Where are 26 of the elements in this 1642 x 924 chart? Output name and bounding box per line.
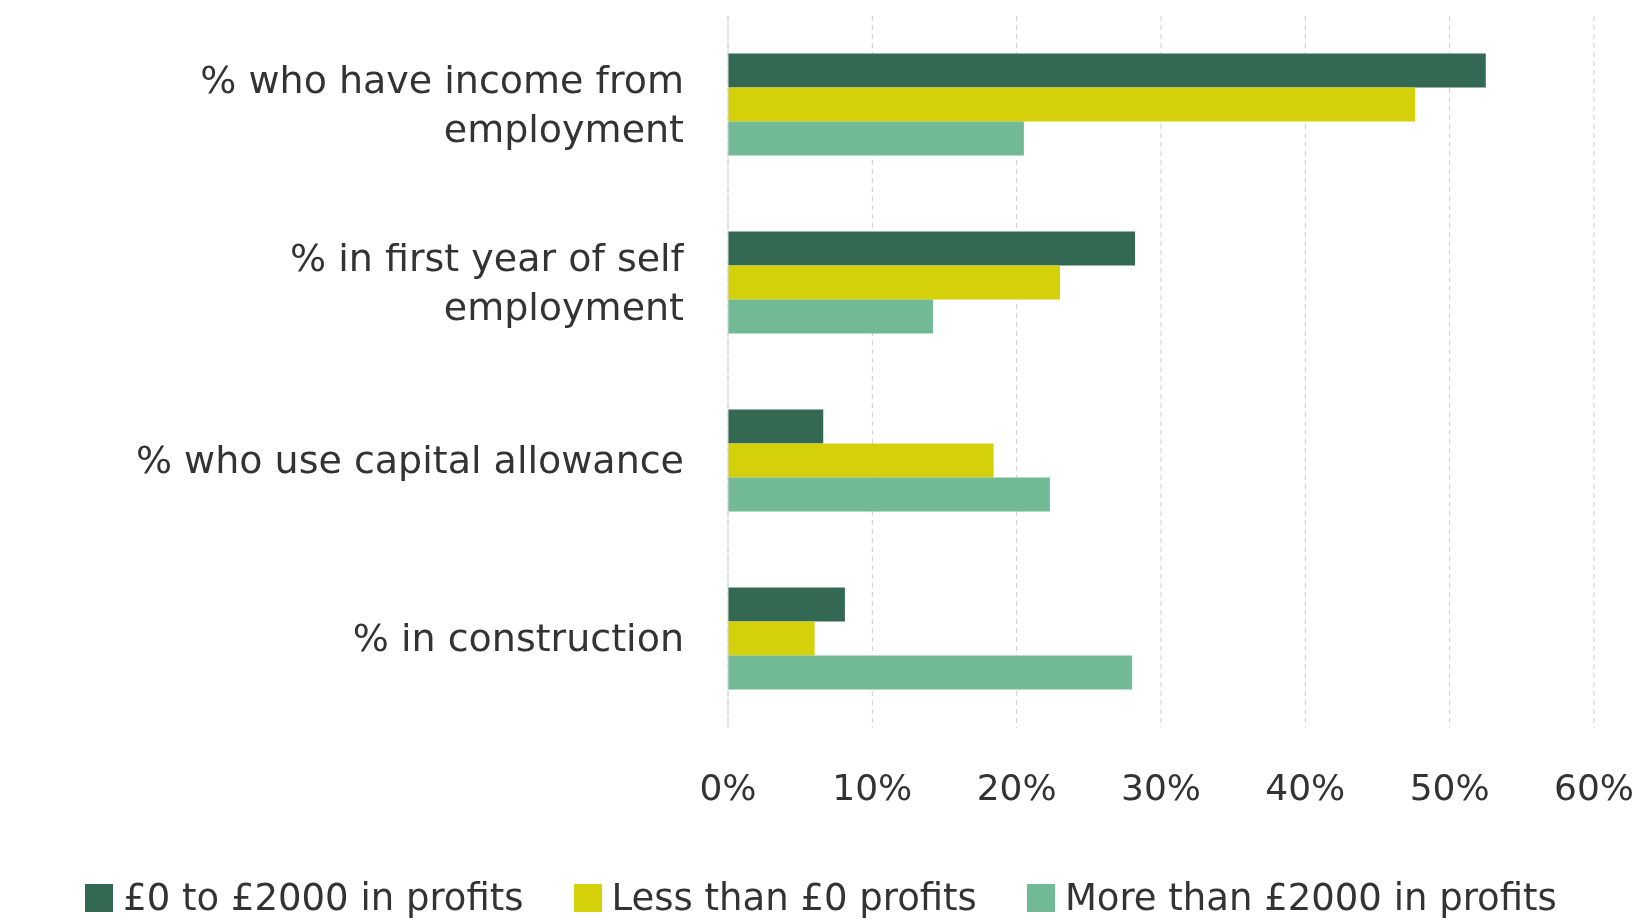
- bar: [728, 655, 1133, 690]
- x-tick-label: 40%: [1265, 766, 1346, 808]
- y-tick-label: % who use capital allowance: [135, 437, 684, 485]
- y-tick-label: % in construction: [352, 615, 684, 663]
- y-tick-label: % who have income from employment: [199, 56, 684, 153]
- x-tick-label: 60%: [1553, 766, 1635, 808]
- x-tick-label: 50%: [1409, 766, 1490, 808]
- y-tick-label: % in first year of self employment: [289, 234, 684, 331]
- legend-label: More than £2000 in profits: [1064, 876, 1557, 919]
- bar: [728, 231, 1136, 266]
- bar: [728, 53, 1486, 88]
- bar: [728, 299, 933, 334]
- x-tick-label: 20%: [976, 766, 1057, 808]
- bar: [728, 265, 1060, 300]
- x-tick-label: 10%: [832, 766, 913, 808]
- x-tick-label: 30%: [1120, 766, 1202, 808]
- x-tick-label: 0%: [699, 766, 757, 808]
- legend-label: £0 to £2000 in profits: [123, 876, 524, 919]
- bar: [728, 443, 994, 478]
- bar: [728, 121, 1024, 156]
- bar: [728, 621, 815, 656]
- bar: [728, 87, 1416, 122]
- legend-label: Less than £0 profits: [611, 876, 977, 919]
- bar: [728, 409, 824, 444]
- bar: [728, 587, 845, 622]
- bar: [728, 477, 1050, 512]
